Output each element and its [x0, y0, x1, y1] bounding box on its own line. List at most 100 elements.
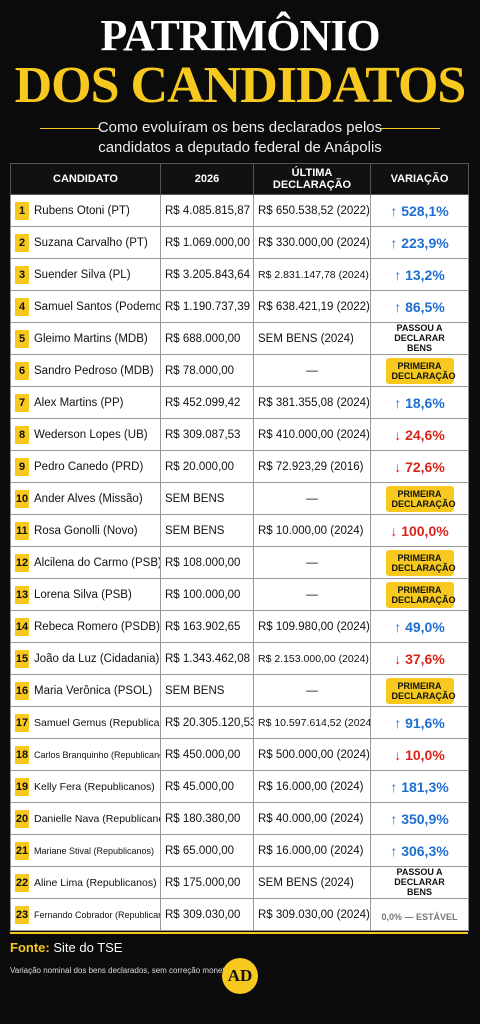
cell: R$ 175.000,00: [160, 866, 254, 899]
cell: 3 Suender Silva (PL): [10, 258, 161, 291]
cell: R$ 3.205.843,64: [160, 258, 254, 291]
table-row: 22 Aline Lima (Republicanos) R$ 175.000,00…: [10, 866, 469, 899]
cell: ↓ 100,0%: [370, 514, 469, 547]
row-number: 15: [15, 649, 29, 668]
cell: 0,0% — ESTÁVEL: [370, 898, 469, 931]
cell: 5 Gleimo Martins (MDB): [10, 322, 161, 355]
cell: ↑ 306,3%: [370, 834, 469, 867]
subtitle: Como evoluíram os bens declarados pelos …: [0, 118, 480, 158]
table-row: 1 Rubens Otoni (PT) R$ 4.085.815,87 R$ 650.…: [10, 194, 469, 227]
cell: R$ 638.421,19 (2022): [253, 290, 371, 323]
row-number: 1: [15, 201, 29, 220]
table-row: 13 Lorena Silva (PSB) R$ 100.000,00— PRIMEI…: [10, 578, 469, 611]
cell: 9 Pedro Canedo (PRD): [10, 450, 161, 483]
row-number: 14: [15, 617, 29, 636]
table-row: 20 Danielle Nava (Republicanos) R$ 180.380…: [10, 802, 469, 835]
variation: ↑ 306,3%: [390, 842, 449, 859]
cell: 14 Rebeca Romero (PSDB): [10, 610, 161, 643]
variation: ↑ 91,6%: [394, 714, 445, 731]
table-row: 7 Alex Martins (PP) R$ 452.099,42 R$ 381.35…: [10, 386, 469, 419]
table-row: 18 Carlos Branquinho (Republicanos) R$ 450…: [10, 738, 469, 771]
table-row: 8 Wederson Lopes (UB) R$ 309.087,53 R$ 410.…: [10, 418, 469, 451]
cell: ↓ 72,6%: [370, 450, 469, 483]
row-number: 5: [15, 329, 29, 348]
table-row: 5 Gleimo Martins (MDB) R$ 688.000,00 SEM BE…: [10, 322, 469, 355]
cell: R$ 40.000,00 (2024): [253, 802, 371, 835]
cell: R$ 309.030,00 (2024): [253, 898, 371, 931]
candidate-name: Fernando Cobrador (Republicanos): [34, 909, 160, 920]
table-row: 6 Sandro Pedroso (MDB) R$ 78.000,00— PRIMEI…: [10, 354, 469, 387]
source: Fonte: Site do TSE: [10, 940, 122, 955]
row-number: 12: [15, 553, 29, 572]
cell: PASSOU A DECLARAR BENS: [370, 866, 469, 899]
note: Variação nominal dos bens declarados, se…: [10, 966, 241, 975]
table-row: 19 Kelly Fera (Republicanos) R$ 45.000,00 R…: [10, 770, 469, 803]
cell: ↑ 181,3%: [370, 770, 469, 803]
cell: R$ 10.597.614,52 (2024): [253, 706, 371, 739]
variation: ↑ 18,6%: [394, 394, 445, 411]
cell: R$ 45.000,00: [160, 770, 254, 803]
cell: R$ 20.000,00: [160, 450, 254, 483]
candidate-name: Sandro Pedroso (MDB): [34, 364, 154, 377]
candidate-name: Lorena Silva (PSB): [34, 588, 132, 601]
row-number: 17: [15, 713, 29, 732]
cell: R$ 65.000,00: [160, 834, 254, 867]
row-number: 4: [15, 297, 29, 316]
cell: 19 Kelly Fera (Republicanos): [10, 770, 161, 803]
cell: R$ 16.000,00 (2024): [253, 834, 371, 867]
cell: R$ 450.000,00: [160, 738, 254, 771]
candidate-name: Alex Martins (PP): [34, 396, 124, 409]
row-number: 3: [15, 265, 29, 284]
column-header: ÚLTIMA DECLARAÇÃO: [253, 163, 371, 195]
column-header: 2026: [160, 163, 254, 195]
cell: R$ 4.085.815,87: [160, 194, 254, 227]
cell: R$ 100.000,00: [160, 578, 254, 611]
title: PATRIMÔNIO: [100, 11, 380, 60]
row-number: 20: [15, 809, 29, 828]
candidate-name: Suzana Carvalho (PT): [34, 236, 148, 249]
cell: R$ 1.069.000,00: [160, 226, 254, 259]
cell: PRIMEIRA DECLARAÇÃO: [370, 354, 469, 387]
variation: 0,0% — ESTÁVEL: [381, 911, 458, 922]
cell: R$ 16.000,00 (2024): [253, 770, 371, 803]
cell: —: [253, 546, 371, 579]
cell: ↑ 223,9%: [370, 226, 469, 259]
cell: R$ 309.030,00: [160, 898, 254, 931]
variation: ↑ 181,3%: [390, 778, 449, 795]
rule: [380, 128, 440, 129]
cell: 16 Maria Verônica (PSOL): [10, 674, 161, 707]
cell: R$ 1.343.462,08: [160, 642, 254, 675]
cell: ↓ 10,0%: [370, 738, 469, 771]
variation: ↑ 13,2%: [394, 266, 445, 283]
candidate-name: Pedro Canedo (PRD): [34, 460, 144, 473]
column-header: CANDIDATO: [10, 163, 161, 195]
rule: [10, 932, 468, 934]
variation: ↑ 528,1%: [390, 202, 449, 219]
cell: 11 Rosa Gonolli (Novo): [10, 514, 161, 547]
row-number: 21: [15, 841, 29, 860]
candidate-name: Wederson Lopes (UB): [34, 428, 148, 441]
source-label: Fonte:: [10, 940, 50, 955]
candidate-name: Kelly Fera (Republicanos): [34, 780, 155, 793]
cell: —: [253, 354, 371, 387]
cell: 7 Alex Martins (PP): [10, 386, 161, 419]
cell: 20 Danielle Nava (Republicanos): [10, 802, 161, 835]
title: DOS CANDIDATOS: [14, 57, 467, 114]
variation: ↓ 72,6%: [394, 458, 445, 475]
candidate-name: Alcilena do Carmo (PSB): [34, 556, 161, 569]
column-header: VARIAÇÃO: [370, 163, 469, 195]
cell: 12 Alcilena do Carmo (PSB): [10, 546, 161, 579]
logo: AD: [222, 958, 258, 994]
row-number: 2: [15, 233, 29, 252]
cell: R$ 688.000,00: [160, 322, 254, 355]
candidate-name: Danielle Nava (Republicanos): [34, 812, 161, 825]
cell: 17 Samuel Gemus (Republicanos): [10, 706, 161, 739]
table-row: 15 João da Luz (Cidadania) R$ 1.343.462,08…: [10, 642, 469, 675]
row-number: 7: [15, 393, 29, 412]
cell: R$ 78.000,00: [160, 354, 254, 387]
cell: R$ 410.000,00 (2024): [253, 418, 371, 451]
variation: ↑ 49,0%: [394, 618, 445, 635]
variation: PASSOU A DECLARAR BENS: [394, 867, 445, 898]
row-number: 18: [15, 745, 29, 764]
